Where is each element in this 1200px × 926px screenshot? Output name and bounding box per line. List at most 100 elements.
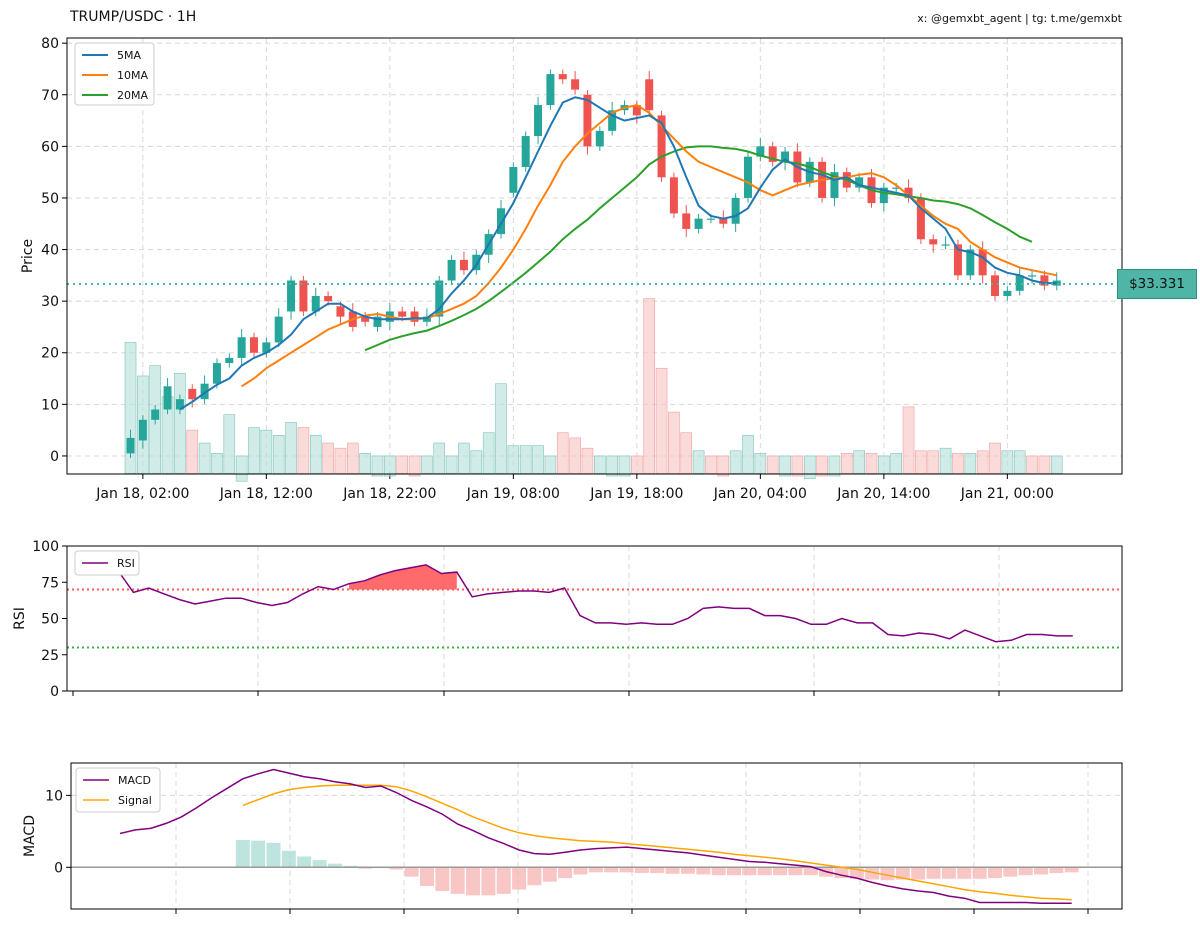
volume-bar bbox=[952, 453, 964, 474]
macd-y-tick-label: 10 bbox=[45, 788, 63, 804]
volume-bar bbox=[248, 427, 260, 474]
candle-body bbox=[163, 386, 172, 410]
volume-bar bbox=[569, 437, 581, 474]
macd-histogram-bar bbox=[895, 867, 910, 880]
macd-histogram-bar bbox=[757, 867, 772, 876]
candle-body bbox=[373, 316, 382, 327]
volume-bar bbox=[939, 447, 952, 474]
volume-bar bbox=[692, 450, 705, 474]
volume-bar bbox=[458, 442, 470, 474]
candle-body bbox=[546, 74, 555, 106]
candle-body bbox=[175, 399, 184, 410]
volume-bar bbox=[272, 435, 285, 474]
volume-bar bbox=[989, 442, 1001, 474]
price-x-tick-label: Jan 21, 00:00 bbox=[960, 486, 1054, 502]
volume-bar bbox=[791, 455, 804, 477]
volume-bar bbox=[668, 411, 680, 474]
macd-line bbox=[119, 768, 1072, 904]
volume-bar bbox=[198, 442, 211, 474]
macd-histogram-bar bbox=[1049, 867, 1064, 874]
volume-bar bbox=[631, 455, 643, 474]
candle-body bbox=[879, 187, 888, 204]
volume-bar bbox=[828, 455, 841, 477]
rsi-y-tick-label: 25 bbox=[41, 648, 59, 664]
candle-body bbox=[1028, 275, 1037, 277]
volume-bar bbox=[1013, 450, 1026, 474]
candle-body bbox=[497, 208, 505, 235]
macd-axis-label: MACD bbox=[22, 815, 38, 857]
chart-header: TRUMP/USDC · 1H x: @gemxbt_agent | tg: t… bbox=[0, 0, 1200, 36]
rsi-panel-bg bbox=[67, 546, 1122, 691]
volume-bar bbox=[359, 453, 371, 474]
macd-histogram-bar bbox=[312, 860, 327, 868]
price-y-tick-label: 50 bbox=[41, 191, 59, 207]
macd-histogram-bar bbox=[542, 867, 557, 882]
candle-body bbox=[212, 363, 221, 384]
volume-bar bbox=[729, 450, 742, 474]
macd-histogram-bar bbox=[404, 867, 419, 877]
candle-body bbox=[361, 316, 370, 322]
rsi-legend-label: RSI bbox=[117, 557, 135, 570]
macd-panel-bg bbox=[71, 763, 1122, 909]
ma5-line bbox=[179, 96, 1057, 411]
rsi-y-tick-label: 50 bbox=[41, 612, 59, 628]
candle-body bbox=[929, 239, 938, 245]
candle-body bbox=[781, 151, 790, 162]
volume-bar bbox=[902, 406, 915, 474]
candle-body bbox=[682, 213, 691, 229]
candle-body bbox=[657, 115, 666, 178]
candle-body bbox=[250, 337, 258, 353]
volume-bar bbox=[285, 422, 297, 474]
candle-body bbox=[287, 280, 296, 312]
candle-body bbox=[645, 79, 654, 111]
volume-bar bbox=[346, 442, 359, 474]
candle-body bbox=[274, 316, 283, 343]
candle-body bbox=[435, 280, 444, 317]
candle-body bbox=[398, 311, 407, 317]
rsi-axis-label: RSI bbox=[12, 607, 28, 630]
price-axis-label: Price bbox=[20, 239, 36, 273]
candle-body bbox=[595, 130, 604, 147]
volume-bar bbox=[235, 455, 248, 482]
volume-bar bbox=[766, 455, 779, 474]
macd-histogram-bar bbox=[604, 867, 619, 873]
volume-bar bbox=[309, 435, 322, 474]
price-y-tick-label: 70 bbox=[41, 88, 59, 104]
macd-histogram-bar bbox=[788, 867, 803, 876]
macd-histogram-bar bbox=[389, 867, 404, 870]
candle-body bbox=[262, 342, 271, 353]
volume-bar bbox=[211, 453, 223, 474]
candle-body bbox=[459, 259, 468, 271]
credit-text: x: @gemxbt_agent | tg: t.me/gemxbt bbox=[917, 12, 1122, 25]
volume-bar bbox=[705, 455, 717, 474]
volume-bar bbox=[532, 445, 544, 474]
macd-legend-box bbox=[75, 767, 161, 813]
candle-body bbox=[904, 187, 913, 198]
candle-body bbox=[706, 218, 715, 220]
volume-bar bbox=[519, 445, 532, 474]
macd-histogram-bar bbox=[435, 867, 450, 892]
macd-histogram-bar bbox=[327, 863, 342, 868]
macd-histogram-bar bbox=[711, 867, 726, 876]
macd-histogram-bar bbox=[696, 867, 711, 875]
volume-bar bbox=[384, 455, 396, 477]
candle-body bbox=[422, 316, 431, 322]
volume-bar bbox=[1050, 455, 1063, 474]
price-y-tick-label: 20 bbox=[41, 346, 59, 362]
price-y-tick-label: 30 bbox=[41, 294, 59, 310]
candle-body bbox=[410, 311, 419, 322]
volume-bar bbox=[495, 383, 507, 474]
volume-bar bbox=[593, 455, 606, 474]
macd-histogram-bar bbox=[742, 867, 757, 876]
last-price-badge: $33.331 bbox=[1117, 269, 1197, 299]
volume-bar bbox=[334, 447, 347, 474]
candle-body bbox=[324, 295, 333, 302]
macd-histogram-bar bbox=[987, 867, 1002, 879]
ma10-line bbox=[241, 104, 1057, 388]
macd-histogram-bar bbox=[281, 850, 296, 868]
candle-body bbox=[447, 259, 456, 281]
candle-body bbox=[558, 74, 567, 80]
volume-bar bbox=[840, 453, 853, 474]
volume-bar bbox=[371, 455, 384, 477]
macd-legend-label: MACD bbox=[118, 774, 151, 787]
